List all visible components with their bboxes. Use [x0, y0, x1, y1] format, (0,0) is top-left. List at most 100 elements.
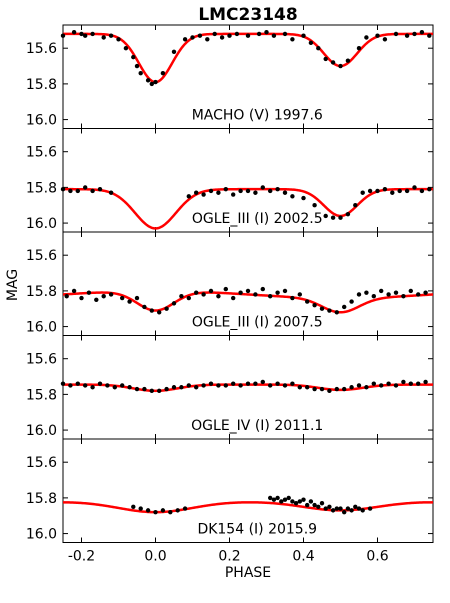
data-point — [231, 295, 236, 301]
data-point — [201, 192, 206, 197]
data-point — [260, 379, 265, 385]
data-point — [123, 46, 129, 51]
data-point — [386, 381, 391, 386]
data-point — [360, 508, 365, 513]
y-tick-label: 15.6 — [26, 41, 57, 57]
data-point — [312, 203, 317, 208]
data-point — [234, 31, 240, 37]
data-point — [379, 288, 384, 294]
data-point — [108, 292, 114, 297]
data-point — [245, 33, 251, 38]
data-point — [160, 508, 166, 513]
data-point — [367, 188, 373, 194]
data-point — [360, 190, 365, 195]
data-point — [297, 499, 302, 504]
data-point — [142, 386, 147, 392]
data-point — [75, 381, 81, 386]
data-point — [90, 31, 95, 37]
data-point — [268, 383, 273, 388]
data-point — [223, 286, 228, 292]
fit-curve — [62, 291, 434, 314]
data-point — [342, 304, 347, 310]
data-point — [338, 63, 343, 69]
data-point — [208, 381, 214, 386]
data-point — [427, 186, 432, 192]
data-point — [90, 385, 95, 390]
data-point — [253, 292, 258, 297]
panels-group: 15.6 15.8 16.0 MACHO (V) 1997.6 15.6 15.8 16.0… — [26, 24, 434, 565]
data-point — [308, 499, 314, 504]
data-point — [186, 295, 191, 301]
data-point — [401, 379, 406, 385]
data-point — [301, 195, 306, 201]
y-tick-label: 15.6 — [26, 455, 57, 471]
data-point — [423, 290, 428, 295]
y-tick-label: 16.0 — [26, 527, 57, 543]
data-point — [312, 502, 317, 508]
data-point — [194, 385, 199, 390]
x-axis-label: PHASE — [225, 565, 271, 581]
data-point — [375, 188, 380, 194]
data-point — [305, 502, 310, 508]
y-tick-label: 16.0 — [26, 423, 57, 439]
data-point — [216, 294, 221, 299]
data-point — [305, 385, 310, 390]
data-point — [290, 295, 295, 301]
data-point — [397, 188, 402, 194]
data-point — [334, 506, 339, 511]
data-point — [127, 299, 132, 304]
data-point — [308, 40, 314, 46]
y-tick-label: 15.8 — [26, 387, 57, 403]
data-point — [171, 301, 177, 306]
data-point — [412, 185, 417, 190]
y-axis-label: MAG — [5, 269, 21, 301]
y-tick-label: 16.0 — [26, 320, 57, 336]
data-point — [275, 186, 280, 192]
data-point — [416, 292, 421, 297]
data-point — [71, 288, 77, 294]
data-point — [342, 386, 347, 392]
data-point — [164, 306, 169, 311]
data-point — [253, 381, 258, 386]
data-point — [186, 383, 191, 388]
data-point — [297, 385, 302, 390]
data-point — [71, 29, 77, 35]
data-point — [327, 388, 332, 394]
data-point — [356, 292, 362, 297]
data-point — [275, 290, 280, 295]
data-point — [208, 288, 214, 294]
x-tick-label: 0.6 — [366, 549, 388, 565]
data-point — [338, 506, 343, 511]
data-point — [256, 31, 262, 37]
data-point — [253, 190, 258, 195]
x-tick-label: -0.2 — [68, 549, 95, 565]
data-point — [134, 63, 140, 69]
data-point — [404, 33, 410, 38]
panel-5: 15.6 15.8 16.0 DK154 (I) 2015.9 -0.2 0.0 0.2 0.… — [26, 438, 434, 565]
data-point — [116, 37, 121, 42]
data-point — [219, 35, 225, 40]
data-point — [349, 385, 354, 390]
data-point — [286, 495, 291, 501]
data-point — [179, 294, 184, 299]
data-point — [301, 497, 306, 502]
panel-label: OGLE_IV (I) 2011.1 — [191, 418, 323, 434]
data-point — [75, 188, 81, 194]
data-point — [194, 290, 199, 295]
data-point — [349, 299, 354, 304]
data-point — [238, 383, 243, 388]
data-point — [305, 299, 310, 304]
data-point — [83, 383, 88, 388]
y-tick-label: 15.8 — [26, 491, 57, 507]
y-tick-label: 15.8 — [26, 77, 57, 93]
data-point — [260, 286, 265, 292]
data-point — [79, 295, 84, 301]
data-point — [416, 381, 421, 386]
data-point — [282, 288, 288, 294]
data-point — [390, 190, 395, 195]
data-point — [290, 499, 295, 504]
data-point — [60, 33, 66, 38]
data-point — [408, 381, 413, 386]
data-point — [64, 294, 69, 299]
data-point — [323, 56, 328, 62]
